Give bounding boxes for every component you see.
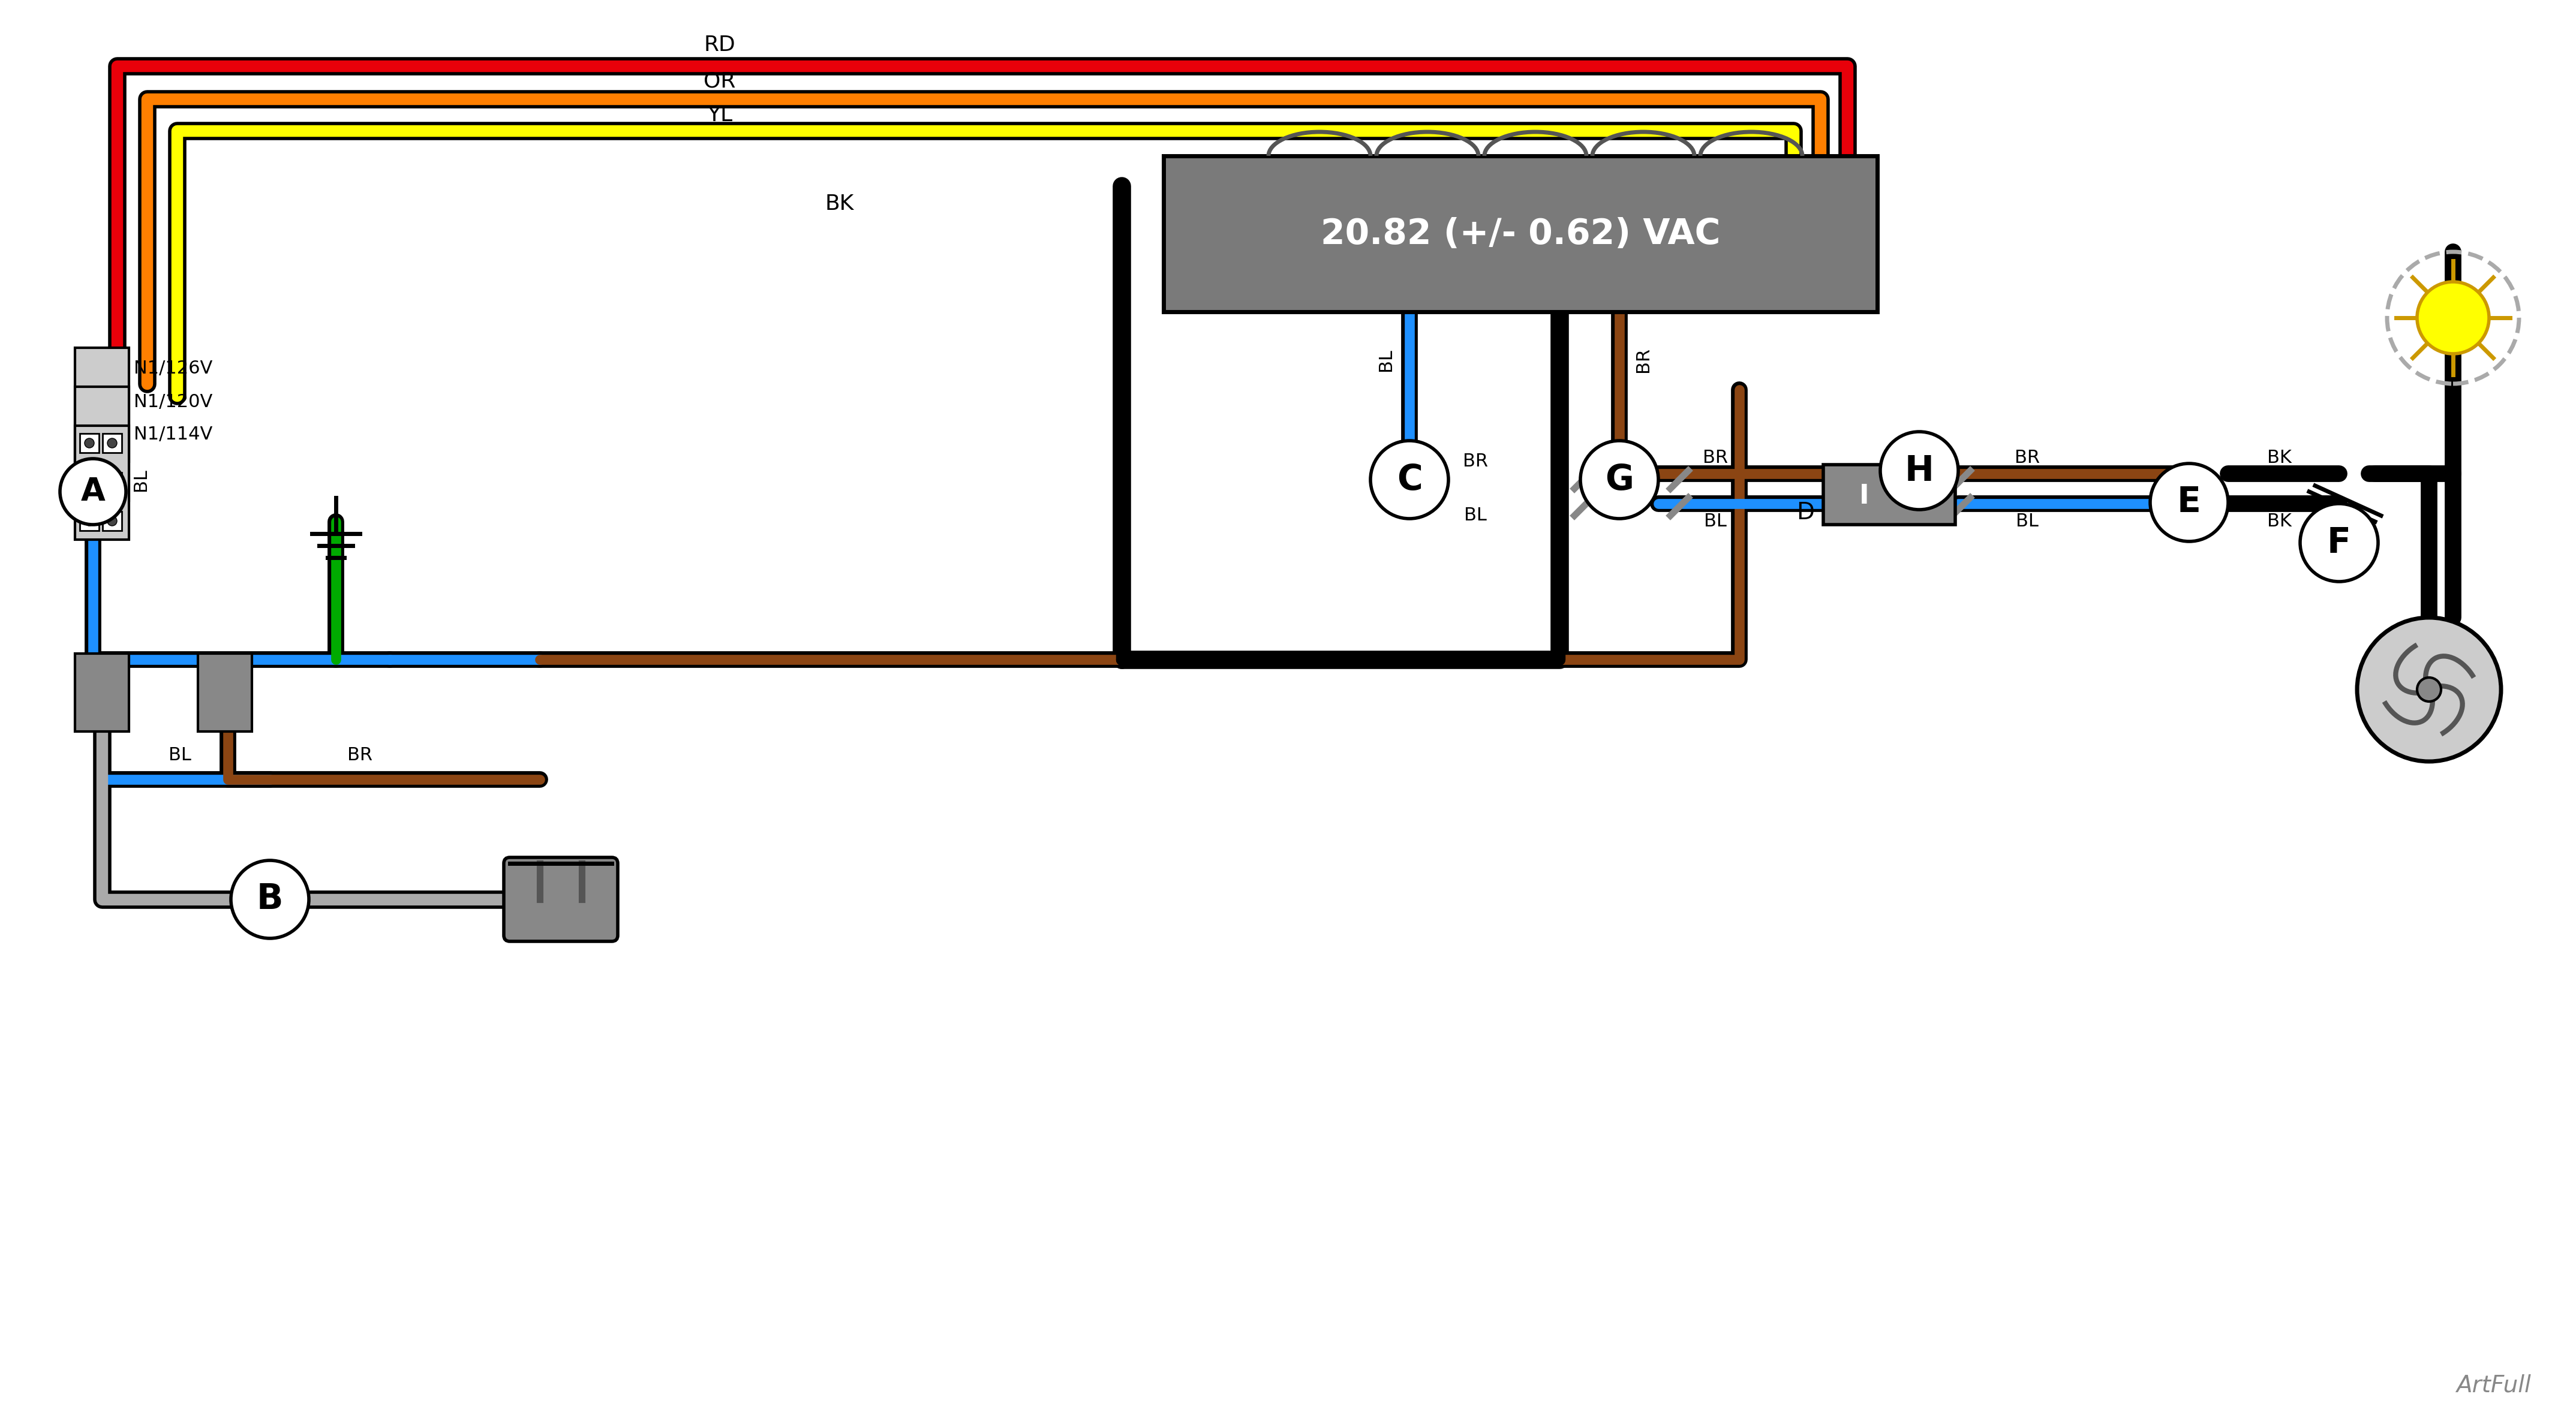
Text: BL: BL	[167, 746, 191, 765]
Circle shape	[85, 517, 95, 525]
Text: BR: BR	[1463, 453, 1489, 470]
Text: ArtFull: ArtFull	[2455, 1374, 2532, 1397]
Text: E: E	[2177, 486, 2200, 520]
Circle shape	[2300, 504, 2378, 581]
FancyBboxPatch shape	[75, 654, 129, 732]
FancyBboxPatch shape	[103, 511, 121, 531]
Text: I   O: I O	[1860, 484, 1919, 510]
Circle shape	[85, 477, 95, 487]
Text: BR: BR	[1633, 347, 1651, 372]
Text: OR: OR	[703, 71, 737, 91]
Circle shape	[108, 477, 116, 487]
FancyBboxPatch shape	[505, 857, 618, 941]
Circle shape	[2416, 282, 2488, 353]
Text: N1/126V: N1/126V	[134, 360, 214, 377]
FancyBboxPatch shape	[80, 511, 98, 531]
Circle shape	[85, 439, 95, 449]
FancyBboxPatch shape	[75, 426, 129, 540]
Circle shape	[2357, 618, 2501, 762]
Text: YL: YL	[706, 105, 732, 125]
Text: N1/114V: N1/114V	[134, 426, 214, 443]
Text: BK: BK	[824, 194, 855, 214]
Text: RD: RD	[703, 34, 737, 56]
FancyBboxPatch shape	[75, 387, 129, 501]
Circle shape	[1582, 440, 1659, 518]
Circle shape	[2416, 678, 2442, 702]
Circle shape	[1880, 431, 1958, 510]
Text: BR: BR	[2014, 449, 2040, 466]
Circle shape	[108, 517, 116, 525]
Text: BL: BL	[1378, 349, 1394, 372]
Text: BL: BL	[2017, 513, 2038, 530]
Circle shape	[108, 439, 116, 449]
Text: G: G	[1605, 463, 1633, 497]
Text: 20.82 (+/- 0.62) VAC: 20.82 (+/- 0.62) VAC	[1321, 216, 1721, 251]
FancyBboxPatch shape	[103, 433, 121, 453]
Circle shape	[1370, 440, 1448, 518]
FancyBboxPatch shape	[80, 473, 98, 491]
Text: N1/120V: N1/120V	[134, 393, 214, 410]
Text: F: F	[2326, 525, 2352, 560]
Text: BL: BL	[1463, 507, 1486, 524]
FancyBboxPatch shape	[1824, 464, 1955, 524]
Text: C: C	[1396, 463, 1422, 497]
FancyBboxPatch shape	[1164, 155, 1878, 312]
Text: D: D	[1795, 501, 1814, 524]
Circle shape	[59, 459, 126, 524]
FancyBboxPatch shape	[80, 433, 98, 453]
Text: BR: BR	[348, 746, 374, 765]
Text: A: A	[80, 476, 106, 507]
Text: BR: BR	[1703, 449, 1728, 466]
FancyBboxPatch shape	[75, 347, 129, 461]
Circle shape	[2151, 463, 2228, 541]
FancyBboxPatch shape	[103, 473, 121, 491]
Circle shape	[232, 860, 309, 938]
Text: B: B	[258, 883, 283, 917]
Text: BK: BK	[2267, 513, 2293, 530]
Text: BL: BL	[131, 468, 149, 491]
FancyBboxPatch shape	[198, 654, 252, 732]
Text: H: H	[1904, 454, 1935, 488]
Text: BK: BK	[2267, 449, 2293, 466]
Text: BL: BL	[1703, 513, 1726, 530]
